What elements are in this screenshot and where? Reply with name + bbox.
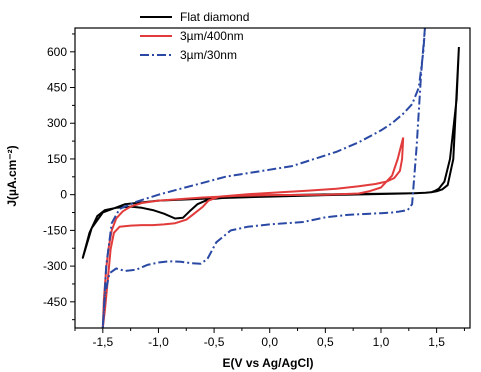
- x-axis-title: E(V vs Ag/AgCl): [223, 356, 314, 370]
- y-tick-label: 600: [47, 45, 67, 59]
- series-line-3: [101, 28, 426, 328]
- plot-area: [74, 27, 471, 329]
- y-tick-label: 300: [47, 116, 67, 130]
- plot-frame: [74, 27, 471, 329]
- y-tick-label: -450: [43, 295, 67, 309]
- x-tick-label: 0,5: [317, 335, 334, 349]
- x-tick-label: -1,5: [92, 335, 113, 349]
- x-tick-label: 1,0: [373, 335, 390, 349]
- y-tick-label: -300: [43, 259, 67, 273]
- y-tick-label: -150: [43, 223, 67, 237]
- y-tick-label: 150: [47, 152, 67, 166]
- legend-label-2: 3µm/400nm: [180, 29, 244, 43]
- x-axis: -1,5 -1,0 -0,5 0,0 0,5 1,0 1,5: [74, 328, 465, 349]
- legend-label-1: Flat diamond: [180, 10, 249, 24]
- x-tick-label: -0,5: [204, 335, 225, 349]
- y-tick-label: 450: [47, 81, 67, 95]
- legend-label-3: 3µm/30nm: [180, 48, 237, 62]
- x-tick-label: -1,0: [148, 335, 169, 349]
- x-tick-label: 1,5: [428, 335, 445, 349]
- x-tick-label: 0,0: [261, 335, 278, 349]
- y-tick-label: 0: [60, 188, 67, 202]
- y-axis-title: J(µA.cm⁻²): [5, 145, 19, 206]
- y-axis: 600 450 300 150 0 -150 -300 -450: [43, 33, 75, 321]
- series-line-2: [101, 137, 405, 328]
- legend: Flat diamond 3µm/400nm 3µm/30nm: [140, 10, 249, 62]
